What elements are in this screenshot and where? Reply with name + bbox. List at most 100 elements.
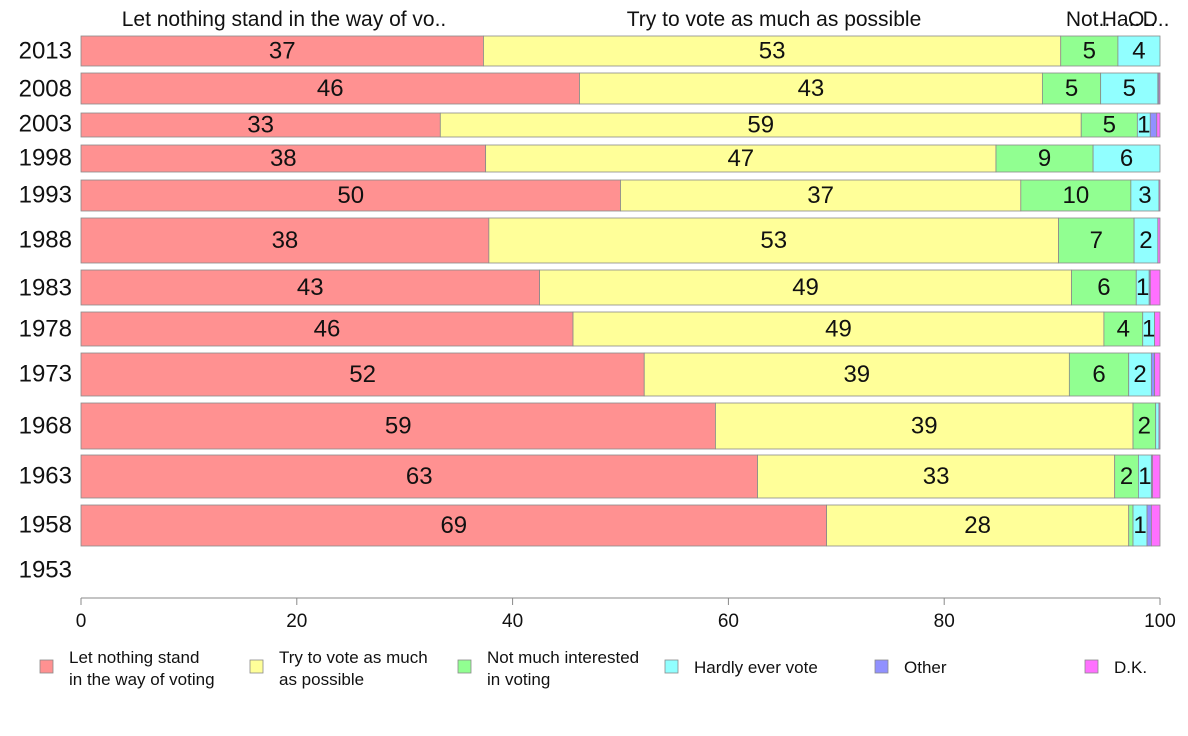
bar-segment-1973-5 [1154, 352, 1161, 397]
data-label-1968-1: 39 [911, 412, 938, 439]
legend-swatch-0 [39, 659, 54, 674]
x-tick-label-60: 60 [718, 611, 739, 632]
year-label-1998: 1998 [19, 144, 72, 171]
data-label-1963-3: 1 [1138, 463, 1151, 490]
year-label-1983: 1983 [19, 274, 72, 301]
bar-segment-1993-2 [1020, 179, 1132, 212]
data-label-1993-3: 3 [1138, 182, 1151, 209]
legend-swatch-5 [1084, 659, 1099, 674]
bar-segment-1978-2 [1103, 311, 1144, 347]
data-label-1993-1: 37 [807, 182, 834, 209]
series-header-4: O.. [1128, 8, 1156, 31]
bar-segment-2003-1 [439, 112, 1082, 138]
data-label-1978-2: 4 [1117, 315, 1130, 342]
bar-segment-2008-2 [1041, 72, 1102, 105]
data-label-1963-0: 63 [406, 463, 433, 490]
bar-segment-2008-3 [1100, 72, 1159, 105]
x-tick-label-0: 0 [76, 611, 87, 632]
data-label-1978-1: 49 [825, 315, 852, 342]
data-label-1998-3: 6 [1120, 145, 1133, 172]
bar-segment-1993-5 [1158, 179, 1161, 212]
data-label-1968-2: 2 [1138, 412, 1151, 439]
data-label-1968-0: 59 [385, 412, 412, 439]
data-label-2008-2: 5 [1065, 75, 1078, 102]
data-label-1958-0: 69 [440, 512, 467, 539]
data-label-2013-2: 5 [1083, 37, 1096, 64]
x-tick-label-100: 100 [1144, 611, 1176, 632]
data-label-1983-2: 6 [1097, 274, 1110, 301]
bar-segment-1988-5 [1157, 217, 1161, 264]
bar-segment-1968-3 [1155, 402, 1160, 450]
data-label-1988-1: 53 [760, 227, 787, 254]
data-label-1993-0: 50 [337, 182, 364, 209]
legend-label-3-0: Hardly ever vote [694, 658, 818, 677]
legend-swatch-1 [249, 659, 264, 674]
bar-segment-1968-1 [715, 402, 1134, 450]
bar-segment-2003-0 [80, 112, 441, 138]
data-label-2013-0: 37 [269, 37, 296, 64]
legend-label-5-0: D.K. [1114, 658, 1147, 677]
bar-segment-1993-3 [1130, 179, 1160, 212]
bar-segment-1993-0 [80, 179, 621, 212]
data-label-1958-3: 1 [1133, 512, 1146, 539]
data-label-2003-0: 33 [247, 111, 274, 138]
bar-segment-1968-0 [80, 402, 716, 450]
data-label-2003-3: 1 [1137, 111, 1150, 138]
data-label-2008-1: 43 [798, 75, 825, 102]
bar-segment-1998-0 [80, 144, 487, 173]
bar-segment-1998-3 [1092, 144, 1161, 173]
bar-segment-1963-5 [1152, 454, 1161, 499]
bar-segment-1973-4 [1150, 352, 1156, 397]
series-header-0: Let nothing stand in the way of vo.. [122, 8, 447, 31]
bar-segment-2003-4 [1149, 112, 1158, 138]
data-label-1983-0: 43 [297, 274, 324, 301]
data-label-1988-2: 7 [1090, 227, 1103, 254]
data-label-1973-2: 6 [1092, 361, 1105, 388]
bar-segment-1998-2 [995, 144, 1094, 173]
data-label-2003-2: 5 [1103, 111, 1116, 138]
year-label-2013: 2013 [19, 37, 72, 64]
bar-segment-1993-1 [620, 179, 1022, 212]
data-label-2008-3: 5 [1123, 75, 1136, 102]
bar-segment-2003-5 [1156, 112, 1161, 138]
data-label-2003-1: 59 [747, 111, 774, 138]
bar-segment-1958-1 [826, 504, 1130, 547]
year-label-1963: 1963 [19, 462, 72, 489]
data-label-1963-1: 33 [923, 463, 950, 490]
series-header-1: Try to vote as much as possible [627, 8, 922, 31]
series-header-3: Ha.. [1102, 8, 1141, 31]
data-label-1998-1: 47 [727, 145, 754, 172]
legend-swatch-2 [457, 659, 472, 674]
bar-segment-2013-0 [80, 35, 484, 67]
x-tick-label-40: 40 [502, 611, 523, 632]
bar-segment-1988-2 [1058, 217, 1135, 264]
x-tick-label-80: 80 [934, 611, 955, 632]
year-label-1958: 1958 [19, 511, 72, 538]
data-label-1973-3: 2 [1133, 361, 1146, 388]
data-label-2013-1: 53 [759, 37, 786, 64]
year-label-1978: 1978 [19, 315, 72, 342]
bar-segment-1963-0 [80, 454, 758, 499]
bar-segment-1958-0 [80, 504, 827, 547]
data-label-1978-3: 1 [1142, 315, 1155, 342]
data-label-1963-2: 2 [1120, 463, 1133, 490]
bar-segment-1968-5 [1158, 402, 1161, 450]
data-label-1958-1: 28 [964, 512, 991, 539]
bar-segment-1978-5 [1154, 311, 1161, 347]
legend-label-2-0: Not much interested [487, 648, 639, 667]
bar-segment-2008-0 [80, 72, 580, 105]
bar-segment-1988-0 [80, 217, 490, 264]
series-header-5: D.. [1143, 8, 1170, 31]
bar-segment-1973-2 [1068, 352, 1130, 397]
bar-segment-1978-1 [572, 311, 1105, 347]
legend-label-1-0: Try to vote as much [279, 648, 428, 667]
x-tick-label-20: 20 [286, 611, 307, 632]
year-label-2008: 2008 [19, 75, 72, 102]
legend-label-2-1: in voting [487, 670, 550, 689]
bar-segment-1958-4 [1146, 504, 1152, 547]
year-label-1973: 1973 [19, 360, 72, 387]
year-label-1993: 1993 [19, 181, 72, 208]
bar-segment-1973-1 [643, 352, 1070, 397]
bar-segment-1983-2 [1071, 269, 1137, 306]
data-label-1983-3: 1 [1136, 274, 1149, 301]
